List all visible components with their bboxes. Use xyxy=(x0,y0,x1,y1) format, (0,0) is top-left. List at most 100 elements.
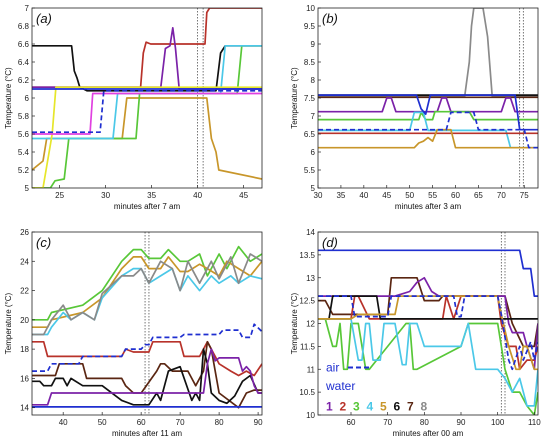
x-tick-label: 75 xyxy=(520,191,529,200)
x-axis-label: minutes after 00 am xyxy=(393,429,464,438)
series-line-c3 xyxy=(318,110,538,121)
y-axis-label: Temperature (°C) xyxy=(4,292,13,354)
panel-label: (b) xyxy=(322,11,338,26)
x-tick-label: 40 xyxy=(193,191,202,200)
x-tick-label: 55 xyxy=(428,191,437,200)
series-line-c3 xyxy=(32,245,262,321)
y-tick-label: 6.4 xyxy=(18,58,30,67)
legend-number-2: 2 xyxy=(340,399,347,413)
x-tick-label: 40 xyxy=(359,191,368,200)
series-line-c1 xyxy=(318,97,538,113)
legend-air-label: air xyxy=(326,361,339,375)
series-line-c2 xyxy=(32,8,262,89)
x-tick-label: 50 xyxy=(98,418,107,427)
x-tick-label: 50 xyxy=(405,191,414,200)
y-axis-label: Temperature (°C) xyxy=(290,67,299,129)
series-line-c7 xyxy=(32,340,262,409)
series-line-c3 xyxy=(32,44,262,188)
y-tick-label: 9 xyxy=(311,40,316,49)
series-line-c8 xyxy=(318,8,538,98)
y-tick-label: 7 xyxy=(25,4,30,13)
series-line-air xyxy=(32,89,262,134)
legend-water-label: water xyxy=(325,379,355,393)
x-tick-label: 35 xyxy=(336,191,345,200)
x-tick-label: 80 xyxy=(215,418,224,427)
y-tick-label: 14 xyxy=(20,404,29,413)
series-group xyxy=(318,8,538,149)
y-tick-label: 5.8 xyxy=(18,112,30,121)
x-tick-label: 60 xyxy=(451,191,460,200)
series-line-c5 xyxy=(318,128,538,149)
series-line-c1 xyxy=(32,26,262,90)
series-line-c1 xyxy=(32,348,262,406)
x-tick-label: 90 xyxy=(457,418,466,427)
x-tick-label: 100 xyxy=(491,418,505,427)
x-tick-label: 45 xyxy=(239,191,248,200)
y-tick-label: 22 xyxy=(20,287,29,296)
y-tick-label: 6.8 xyxy=(18,22,30,31)
x-tick-label: 90 xyxy=(254,418,263,427)
x-tick-label: 30 xyxy=(101,191,110,200)
x-tick-label: 70 xyxy=(176,418,185,427)
x-tick-label: 30 xyxy=(314,191,323,200)
panel-label: (a) xyxy=(36,11,52,26)
y-tick-label: 11.5 xyxy=(300,342,316,351)
y-tick-label: 26 xyxy=(20,228,29,237)
y-tick-label: 13 xyxy=(306,274,315,283)
plot-frame xyxy=(31,231,263,416)
series-line-air xyxy=(318,111,538,149)
panel-label: (d) xyxy=(322,235,338,250)
series-line-c4 xyxy=(318,318,538,407)
y-tick-label: 7.5 xyxy=(304,94,316,103)
x-tick-label: 45 xyxy=(382,191,391,200)
y-tick-label: 6.2 xyxy=(18,76,30,85)
x-axis-label: minutes after 11 am xyxy=(112,429,182,438)
y-tick-label: 5 xyxy=(25,184,30,193)
y-tick-label: 11 xyxy=(307,365,316,374)
series-line-c6 xyxy=(32,44,262,92)
legend-number-1: 1 xyxy=(326,399,333,413)
x-tick-label: 60 xyxy=(137,418,146,427)
y-tick-label: 10 xyxy=(306,411,315,420)
legend-number-7: 7 xyxy=(407,399,414,413)
series-line-c6 xyxy=(32,348,262,406)
x-axis-label: minutes after 3 am xyxy=(395,202,462,211)
series-line-air xyxy=(32,323,262,372)
y-tick-label: 6.5 xyxy=(304,130,316,139)
panel-2: 30 35 40 45 50 55 60 65 70 75 5 5.5 6 6.5 7 7.5 8 8.5 9 9.5… xyxy=(290,4,539,211)
y-tick-label: 20 xyxy=(20,316,29,325)
y-tick-label: 8 xyxy=(311,76,316,85)
y-tick-label: 5.4 xyxy=(18,148,30,157)
legend: air water 1 2 3 4 5 6 7 8 xyxy=(325,361,428,414)
legend-number-4: 4 xyxy=(367,399,374,413)
x-tick-label: 25 xyxy=(55,191,64,200)
series-line-line_yellow xyxy=(32,86,262,188)
y-tick-label: 5.6 xyxy=(18,130,30,139)
y-axis-label: Temperature (°C) xyxy=(4,67,13,129)
y-tick-label: 16 xyxy=(20,374,29,383)
panel-1: 25 30 35 40 45 5 5.2 5.4 5.6 5.8 6 6.2 6.4 6.6 6.8 7 min… xyxy=(4,4,263,211)
series-line-c6 xyxy=(318,295,538,320)
x-tick-label: 70 xyxy=(383,418,392,427)
y-tick-label: 5 xyxy=(311,184,316,193)
series-line-water xyxy=(318,249,538,297)
y-tick-label: 12.5 xyxy=(299,297,315,306)
legend-number-3: 3 xyxy=(353,399,360,413)
panel-label: (c) xyxy=(36,235,51,250)
y-tick-label: 5.2 xyxy=(18,166,30,175)
panel-3: 40 50 60 70 80 90 14 16 18 20 22 24 26 minutes after … xyxy=(4,228,263,438)
y-tick-label: 6 xyxy=(311,148,316,157)
series-line-water xyxy=(318,94,538,131)
series-group xyxy=(32,245,262,409)
x-tick-label: 110 xyxy=(528,418,541,427)
panel-4: 60 70 80 90 100 1101010.51111.51212.51313.514… xyxy=(290,228,541,438)
y-tick-label: 6 xyxy=(25,94,30,103)
x-tick-label: 80 xyxy=(420,418,429,427)
y-tick-label: 9.5 xyxy=(304,22,316,31)
y-tick-label: 24 xyxy=(20,257,29,266)
series-line-c4 xyxy=(32,44,262,140)
legend-number-8: 8 xyxy=(421,399,428,413)
y-tick-label: 6.6 xyxy=(18,40,30,49)
x-tick-label: 35 xyxy=(147,191,156,200)
